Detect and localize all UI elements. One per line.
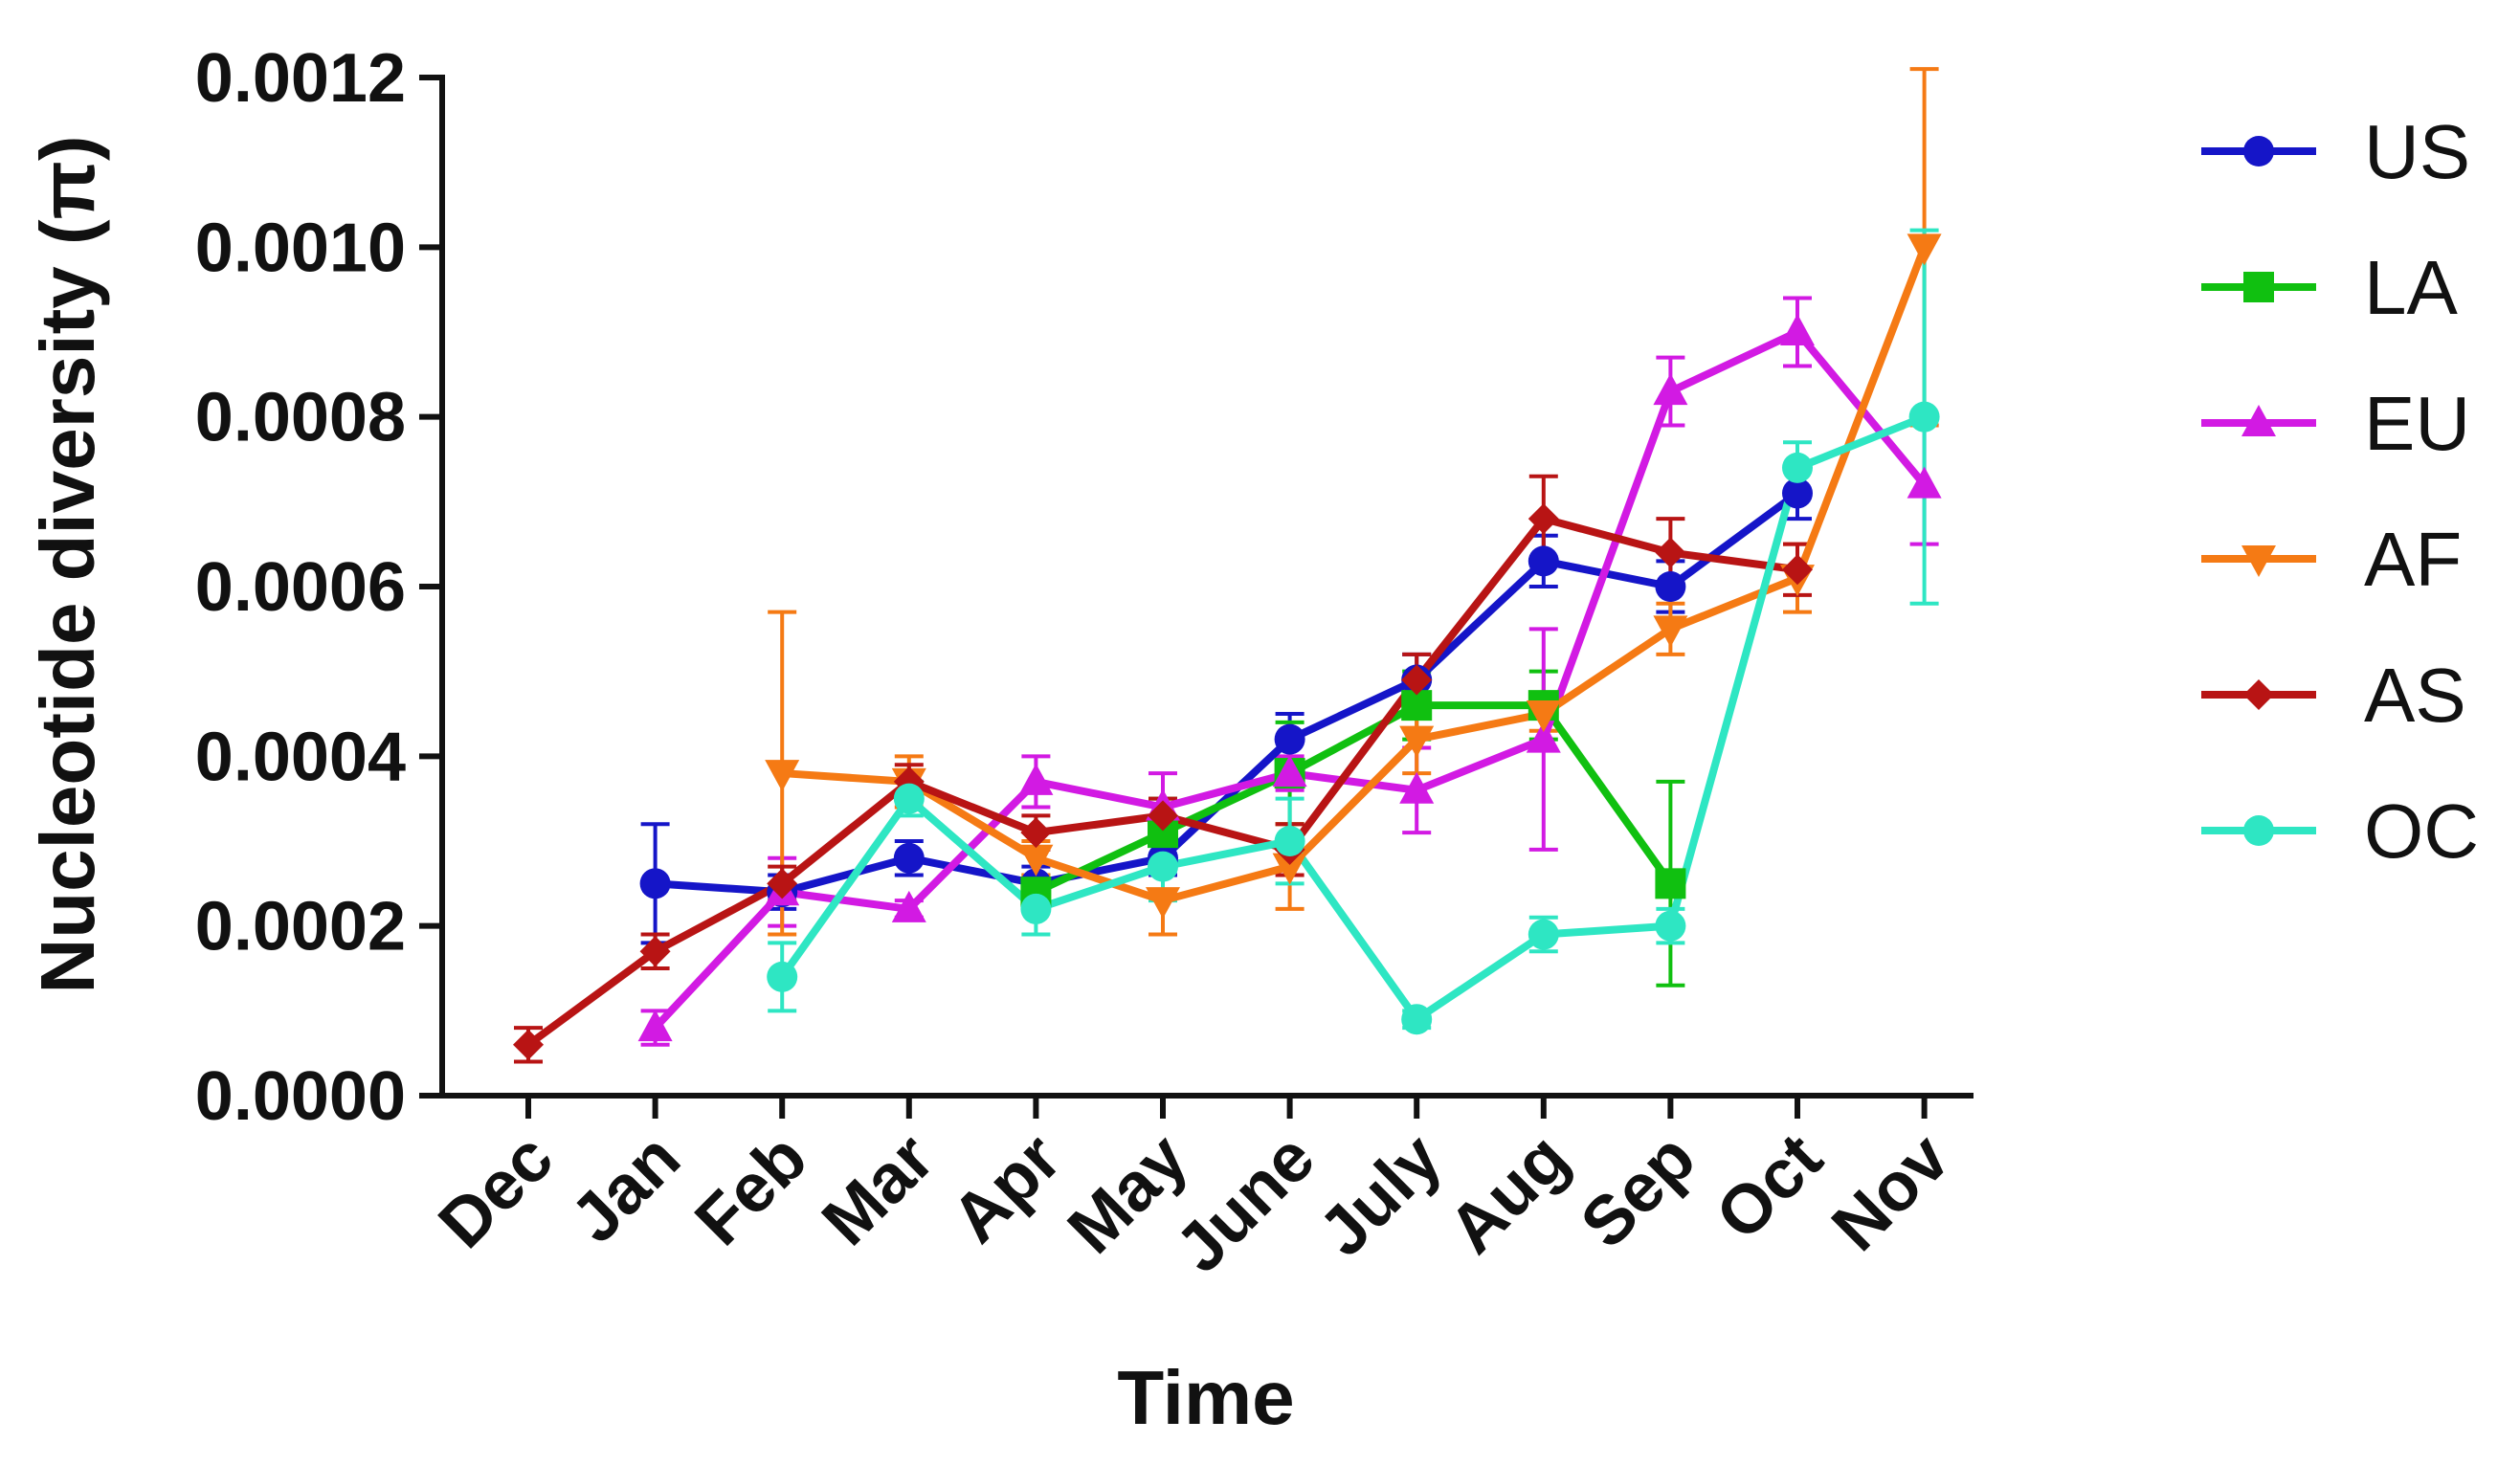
legend-label-us: US xyxy=(2364,109,2470,194)
x-tick-label: Oct xyxy=(1702,1120,1837,1254)
us-data-point xyxy=(1528,545,1559,577)
as-data-point xyxy=(1655,537,1686,568)
legend-marker-as xyxy=(2243,679,2274,710)
y-tick-label: 0.0004 xyxy=(195,719,406,795)
x-tick-label: June xyxy=(1162,1120,1329,1287)
y-axis-title: Nucleotide diversity (π) xyxy=(25,136,110,994)
oc-data-point xyxy=(1020,893,1052,924)
legend-label-af: AF xyxy=(2364,517,2462,602)
legend-marker-oc xyxy=(2243,815,2274,846)
legend-marker-af xyxy=(2241,545,2276,577)
af-data-point xyxy=(1907,233,1942,266)
oc-data-point xyxy=(1782,452,1813,483)
as-data-point xyxy=(1782,554,1813,586)
af-data-point xyxy=(1399,725,1435,758)
legend-item-us: US xyxy=(2201,109,2470,194)
oc-series-line xyxy=(778,412,1927,1024)
as-data-point xyxy=(1528,503,1559,535)
axes: 0.0000 0.0002 0.0004 0.0006 0.0008 0.0010 0.00… xyxy=(195,40,1974,1287)
la-data-point xyxy=(1655,868,1686,899)
oc-data-point xyxy=(1274,826,1305,856)
x-tick-label: Aug xyxy=(1435,1120,1584,1269)
oc-data-point xyxy=(1148,851,1178,882)
eu-data-point xyxy=(1653,373,1688,406)
oc-data-point xyxy=(1401,1004,1433,1035)
legend-marker-la xyxy=(2243,272,2274,302)
us-data-point xyxy=(639,868,671,899)
legend-item-as: AS xyxy=(2201,653,2466,738)
oc-data-point xyxy=(767,961,798,992)
x-tick-label: Dec xyxy=(424,1120,568,1263)
us-data-point xyxy=(1782,477,1813,509)
y-tick-label: 0.0008 xyxy=(195,380,406,456)
eu-data-point xyxy=(1018,763,1054,795)
legend-label-oc: OC xyxy=(2364,788,2479,874)
x-tick-label: Sep xyxy=(1567,1120,1710,1263)
af-data-point xyxy=(1018,844,1054,877)
oc-data-point xyxy=(1528,919,1559,950)
eu-data-point xyxy=(1907,466,1942,499)
legend-label-la: LA xyxy=(2364,245,2458,330)
eu-data-point xyxy=(1399,771,1435,804)
series-markers xyxy=(513,233,1942,1060)
eu-data-point xyxy=(891,890,926,922)
oc-data-point xyxy=(1655,910,1686,942)
as-data-point xyxy=(513,1029,544,1060)
as-data-point xyxy=(1148,800,1178,832)
legend: US LA EU AF AS OC xyxy=(2201,109,2479,874)
y-tick-label: 0.0006 xyxy=(195,549,406,626)
af-data-point xyxy=(1526,700,1561,732)
eu-data-point xyxy=(1780,314,1815,345)
af-series-line xyxy=(781,245,1929,905)
us-data-point xyxy=(1274,723,1305,755)
eu-data-point xyxy=(1272,755,1307,788)
legend-item-af: AF xyxy=(2201,517,2462,602)
af-data-point xyxy=(765,760,800,792)
y-tick-label: 0.0010 xyxy=(195,210,406,286)
af-data-point xyxy=(1146,887,1180,920)
y-tick-label: 0.0002 xyxy=(195,889,406,966)
legend-marker-eu xyxy=(2241,405,2276,436)
x-tick-label: Feb xyxy=(680,1120,821,1260)
us-data-point xyxy=(893,842,925,874)
as-data-point xyxy=(1401,664,1433,696)
us-data-point xyxy=(1655,571,1686,602)
y-tick-label: 0.0012 xyxy=(195,40,406,117)
legend-marker-us xyxy=(2243,136,2274,166)
legend-label-as: AS xyxy=(2364,653,2466,738)
af-data-point xyxy=(1653,615,1688,648)
x-tick-label: July xyxy=(1305,1120,1456,1271)
as-data-point xyxy=(639,936,671,967)
oc-data-point xyxy=(893,783,925,814)
x-tick-label: Mar xyxy=(808,1120,948,1260)
legend-item-la: LA xyxy=(2201,245,2458,330)
legend-item-oc: OC xyxy=(2201,788,2479,874)
af-data-point xyxy=(1272,853,1307,885)
eu-series-line xyxy=(652,328,1928,1031)
series-lines xyxy=(525,245,1929,1049)
x-tick-label: Jan xyxy=(557,1120,695,1257)
as-data-point xyxy=(1020,817,1052,849)
legend-item-eu: EU xyxy=(2201,381,2470,466)
la-series-line xyxy=(1034,701,1674,896)
eu-data-point xyxy=(1526,721,1561,753)
legend-label-eu: EU xyxy=(2364,381,2470,466)
oc-data-point xyxy=(1908,401,1940,433)
x-tick-label: Nov xyxy=(1818,1120,1964,1266)
y-tick-label: 0.0000 xyxy=(195,1058,406,1135)
x-axis-title: Time xyxy=(1117,1355,1294,1440)
eu-data-point xyxy=(637,1010,673,1042)
x-tick-label: Apr xyxy=(937,1120,1075,1257)
as-data-point xyxy=(767,868,798,899)
